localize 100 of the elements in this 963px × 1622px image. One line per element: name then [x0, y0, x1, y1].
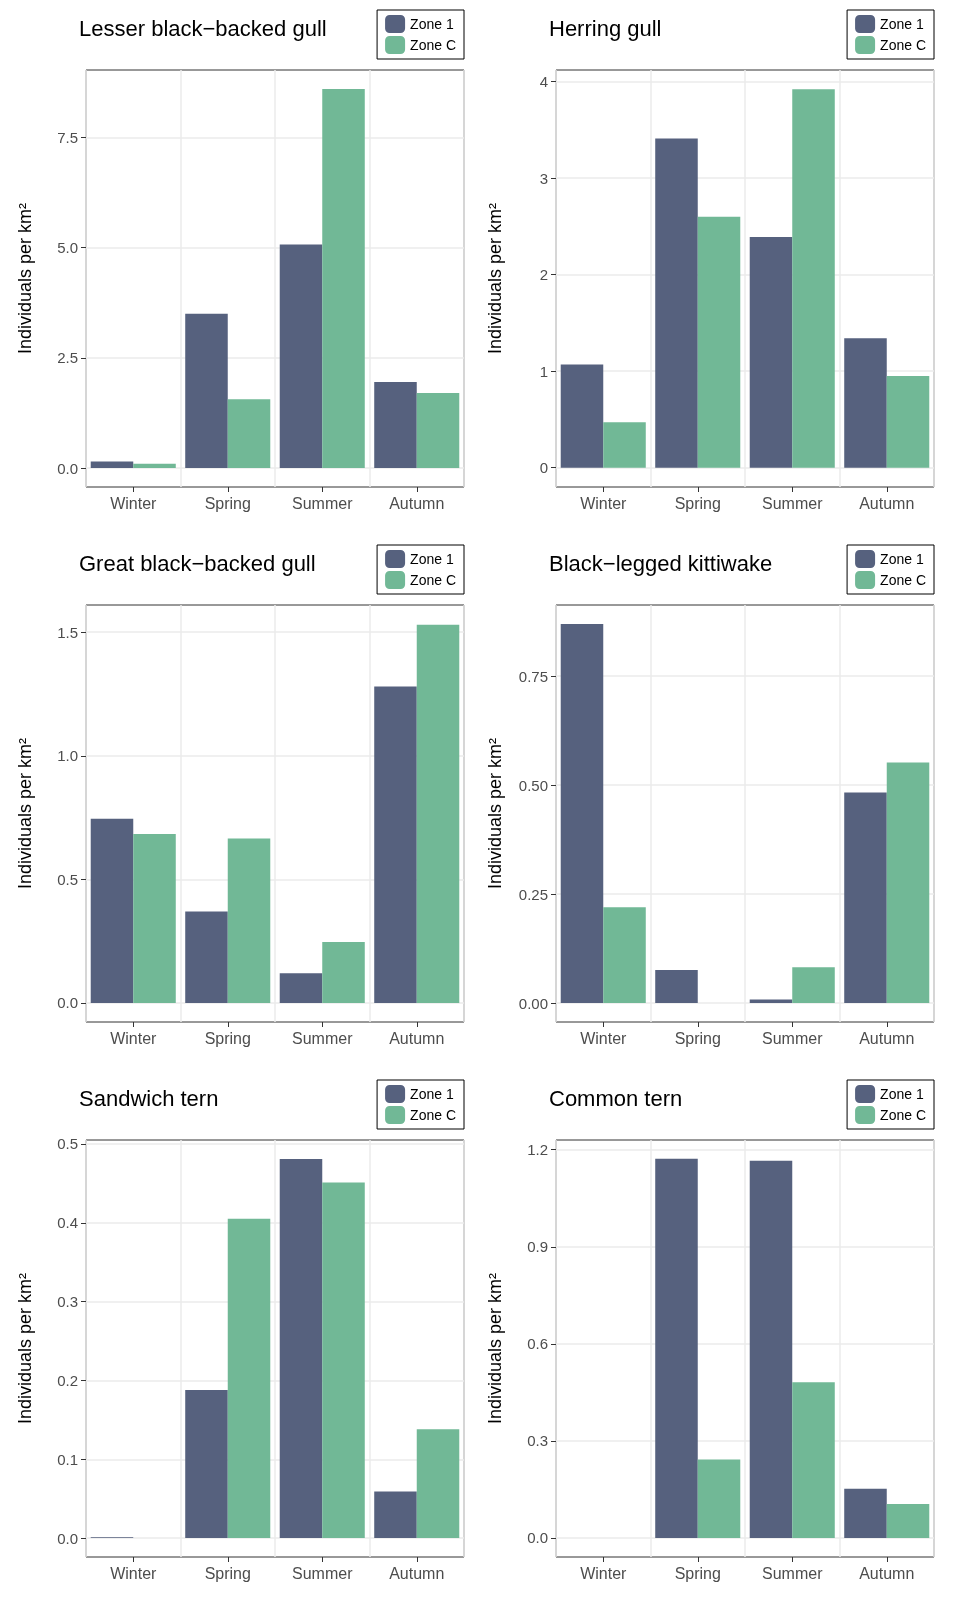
- y-tick-label: 0.00: [518, 994, 548, 1012]
- bar: [322, 88, 365, 469]
- y-tick-label: 0.3: [57, 1293, 78, 1311]
- x-tick-label: Winter: [110, 1029, 158, 1047]
- bar: [227, 399, 271, 469]
- bar: [90, 461, 134, 469]
- x-tick-label: Winter: [580, 1029, 628, 1047]
- y-tick-label: 0.0: [57, 1529, 78, 1547]
- bar: [227, 838, 271, 1003]
- y-tick-label: 0.6: [527, 1335, 548, 1353]
- bar: [844, 1488, 887, 1538]
- bar: [749, 1160, 793, 1538]
- y-tick-label: 2.5: [57, 349, 78, 367]
- x-tick-label: Autumn: [859, 1029, 915, 1047]
- x-tick-label: Winter: [580, 1564, 628, 1582]
- y-axis-title: Individuals per km²: [485, 737, 505, 890]
- bar: [416, 624, 460, 1003]
- x-tick-label: Summer: [762, 1564, 824, 1582]
- x-tick-label: Winter: [110, 1564, 158, 1582]
- y-tick-label: 0.3: [527, 1432, 548, 1450]
- x-tick-label: Autumn: [859, 494, 915, 512]
- chart-title: Herring gull: [549, 15, 662, 41]
- bar: [133, 463, 176, 469]
- bar: [886, 762, 930, 1004]
- bar: [697, 1459, 741, 1538]
- bar: [416, 1429, 460, 1539]
- x-tick-label: Autumn: [389, 1564, 445, 1582]
- bar: [322, 1182, 365, 1539]
- chart-title: Common tern: [549, 1085, 683, 1111]
- bar: [322, 941, 365, 1003]
- bar: [185, 911, 228, 1003]
- y-tick-label: 1: [539, 362, 548, 380]
- bar: [90, 818, 134, 1003]
- legend-label: Zone C: [410, 1107, 457, 1123]
- x-tick-label: Spring: [204, 494, 251, 512]
- y-tick-label: 1.0: [57, 747, 78, 765]
- bar: [792, 1382, 835, 1538]
- chart-title: Black−legged kittiwake: [549, 550, 773, 576]
- y-tick-label: 0.0: [57, 459, 78, 477]
- bar: [749, 236, 793, 468]
- x-tick-label: Autumn: [389, 494, 445, 512]
- legend-label: Zone 1: [410, 1086, 454, 1102]
- y-axis-title: Individuals per km²: [485, 202, 505, 355]
- y-tick-label: 0.75: [518, 667, 548, 685]
- y-tick-label: 0.25: [518, 885, 548, 903]
- y-tick-label: 0.0: [57, 994, 78, 1012]
- bar: [185, 1389, 228, 1539]
- bar: [416, 393, 460, 469]
- x-tick-label: Winter: [580, 494, 628, 512]
- bar: [603, 422, 646, 468]
- y-tick-label: 0: [539, 459, 548, 477]
- bar: [655, 138, 698, 468]
- y-tick-label: 0.5: [57, 1135, 78, 1153]
- bar: [603, 907, 646, 1004]
- x-tick-label: Winter: [110, 494, 158, 512]
- bar: [886, 1503, 930, 1538]
- bar: [279, 1158, 323, 1539]
- y-tick-label: 2: [539, 266, 548, 284]
- x-tick-label: Spring: [674, 494, 721, 512]
- bar: [133, 833, 176, 1003]
- bar: [374, 382, 417, 469]
- bar: [655, 1158, 698, 1538]
- legend-label: Zone 1: [880, 16, 924, 32]
- y-axis-title: Individuals per km²: [485, 1272, 505, 1425]
- y-tick-label: 0.50: [518, 776, 548, 794]
- y-tick-label: 5.0: [57, 239, 78, 257]
- y-axis-title: Individuals per km²: [15, 202, 35, 355]
- x-tick-label: Spring: [204, 1029, 251, 1047]
- x-tick-label: Spring: [204, 1564, 251, 1582]
- x-tick-label: Summer: [762, 494, 824, 512]
- bar: [374, 686, 417, 1003]
- bar: [279, 244, 323, 469]
- bar: [886, 375, 930, 468]
- y-axis-title: Individuals per km²: [15, 737, 35, 890]
- y-tick-label: 0.9: [527, 1238, 548, 1256]
- bar: [844, 792, 887, 1004]
- y-tick-label: 7.5: [57, 128, 78, 146]
- legend-label: Zone 1: [880, 551, 924, 567]
- y-tick-label: 1.5: [57, 623, 78, 641]
- legend-label: Zone 1: [880, 1086, 924, 1102]
- bar: [185, 313, 228, 469]
- y-tick-label: 3: [539, 169, 548, 187]
- chart-title: Great black−backed gull: [79, 550, 316, 576]
- legend-label: Zone 1: [410, 551, 454, 567]
- bar: [279, 973, 323, 1003]
- chart-title: Lesser black−backed gull: [79, 15, 327, 41]
- legend-label: Zone C: [410, 37, 457, 53]
- x-tick-label: Summer: [292, 1029, 354, 1047]
- legend-label: Zone C: [880, 37, 927, 53]
- legend-label: Zone 1: [410, 16, 454, 32]
- x-tick-label: Spring: [674, 1029, 721, 1047]
- x-tick-label: Spring: [674, 1564, 721, 1582]
- y-axis-title: Individuals per km²: [15, 1272, 35, 1425]
- legend-label: Zone C: [880, 1107, 927, 1123]
- x-tick-label: Autumn: [389, 1029, 445, 1047]
- chart-title: Sandwich tern: [79, 1085, 219, 1111]
- y-tick-label: 0.5: [57, 870, 78, 888]
- bar: [560, 623, 604, 1004]
- bar: [374, 1491, 417, 1539]
- bar: [697, 216, 741, 468]
